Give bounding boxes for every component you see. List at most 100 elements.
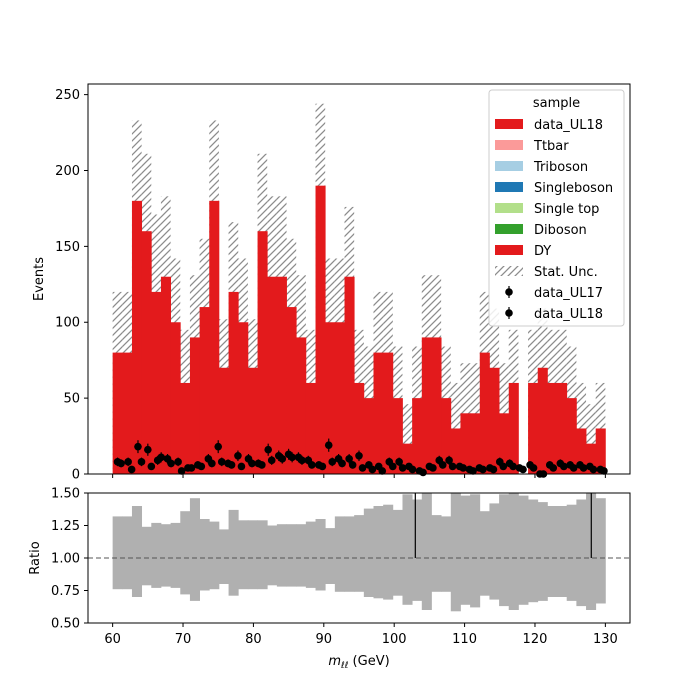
ytick-label: 200 [55,164,80,179]
bar-data_UL18 [537,367,548,474]
legend-label: Ttbar [533,139,569,154]
point-data_UL17 [345,455,353,463]
ratio-band [537,502,548,601]
point-data_UL18 [258,461,266,469]
point-data_UL18 [328,458,337,466]
ratio-band [122,516,133,590]
point-data_UL18 [378,467,387,475]
point-data_UL18 [419,468,427,477]
ratio-band [131,506,143,597]
bar-data_UL18 [489,367,500,474]
bar-data_UL18 [238,322,249,474]
legend-swatch-hatch [495,266,523,276]
point-data_UL18 [579,464,588,472]
point-data_UL18 [127,465,136,474]
xtick-label: 100 [382,632,407,647]
ratio-band [247,520,258,590]
point-data_UL18 [479,465,487,474]
ratio-band [151,522,162,588]
ytick-label: 250 [55,88,80,103]
bar-data_UL18 [450,428,461,474]
ytick-label: 0 [72,468,80,483]
point-data_UL18 [459,464,467,472]
point-data_UL18 [398,464,407,472]
bar-data_UL18 [141,231,152,474]
bar-data_UL18 [189,337,200,474]
point-data_UL17 [144,445,152,454]
bar-data_UL18 [479,352,490,474]
xlabel-unit: (GeV) [348,654,389,669]
main-panel: 0 50 100 150 200 250 Events [32,83,631,483]
bar-data_UL18 [170,322,181,474]
point-data_UL18 [489,465,498,474]
legend-swatch [495,161,523,171]
bar-data_UL18 [557,382,568,474]
bar-data_UL18 [160,276,172,474]
ratio-band [180,511,191,595]
point-data_UL18 [318,462,327,471]
bar-data_UL18 [373,352,384,474]
ratio-band [557,506,568,597]
ratio-band [547,506,558,597]
bar-data_UL18 [508,382,519,474]
legend-label: Singleboson [534,181,613,196]
legend-label: Diboson [534,223,587,238]
bar-data_UL18 [412,398,423,474]
ratio-band [470,494,481,608]
main-frame [87,83,631,475]
ratio-band [412,499,423,601]
bar-data_UL18 [528,382,539,474]
point-data_UL18 [589,465,598,474]
bar-data_UL18 [151,291,162,474]
point-data_UL18 [278,455,287,463]
bar-data_UL18 [247,367,258,474]
point-data_UL18 [348,461,357,469]
point-data_UL17 [174,458,182,466]
ratio-band [441,516,452,592]
point-data_UL18 [338,459,346,468]
legend-title: sample [533,96,580,111]
ratio-band [383,504,394,600]
bar-data_UL18 [296,337,307,474]
bar-data_UL18 [199,307,210,474]
legend-label: Single top [534,202,599,217]
xtick-label: 80 [245,632,262,647]
legend-swatch [495,245,523,255]
stat-unc-band [586,404,596,474]
legend-swatch [495,203,523,213]
ratio-band [296,524,307,587]
bar-data_UL18 [315,185,326,474]
ratio-band [209,521,220,590]
legend-marker [505,288,513,296]
bar-data_UL18 [392,398,403,474]
point-data_UL18 [237,462,246,471]
legend-swatch [495,224,523,234]
point-data_UL18 [157,453,166,462]
ylabel-main: Events [32,257,47,301]
bar-data_UL18 [354,382,365,474]
point-data_UL18 [217,458,226,466]
bar-data_UL18 [228,291,239,474]
point-data_UL18 [117,459,125,468]
point-data_UL18 [438,461,447,469]
ratio-band [479,511,490,596]
ratio-band [344,516,355,592]
ratio-band [595,498,606,604]
legend-label: data_UL17 [534,286,603,301]
bar-data_UL18 [441,398,452,474]
xlabel-subscript: ℓℓ [340,661,348,671]
bar-data_UL18 [363,398,374,474]
point-data_UL18 [197,462,206,471]
bar-data_UL18 [122,352,133,474]
bar-data_UL18 [276,276,287,474]
ratio-band [576,499,587,607]
bar-data_UL18 [460,413,471,474]
ratio-band [431,515,442,592]
point-data_UL18 [529,464,538,472]
point-data_UL18 [308,461,316,469]
point-data_UL18 [600,467,608,475]
bar-data_UL18 [499,413,510,474]
point-data_UL17 [234,451,242,460]
bar-data_UL18 [344,276,355,474]
point-data_UL18 [248,459,256,468]
